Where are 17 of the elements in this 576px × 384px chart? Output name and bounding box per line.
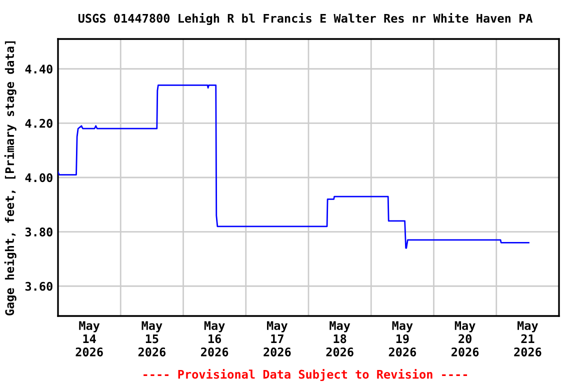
x-tick-label: May 16 2026: [201, 321, 228, 356]
x-tick-label: May 15 2026: [138, 321, 166, 356]
y-axis-title: Gage height, feet, [Primary stage data]: [4, 41, 16, 316]
line-series: [58, 84, 530, 249]
x-tick-label: May 17 2026: [264, 321, 291, 356]
y-tick-label: 4.40: [25, 64, 52, 74]
x-tick-label: May 21 2026: [514, 321, 542, 356]
y-tick-label: 4.20: [25, 118, 52, 128]
x-tick-label: May 18 2026: [326, 321, 354, 356]
y-tick-label: 4.00: [25, 173, 52, 182]
y-tick-label: 3.60: [25, 282, 52, 291]
chart-title: USGS 01447800 Lehigh R bl Francis E Walter Res nr White Haven PA: [78, 12, 533, 26]
x-tick-label: May 14 2026: [76, 321, 103, 356]
text: ---- Provisional Data Subject to Revision ----: [144, 368, 468, 382]
x-tick-label: May 19 2026: [388, 321, 416, 356]
y-tick-label: 3.80: [25, 228, 52, 236]
x-tick-label: May 20 2026: [452, 321, 479, 356]
